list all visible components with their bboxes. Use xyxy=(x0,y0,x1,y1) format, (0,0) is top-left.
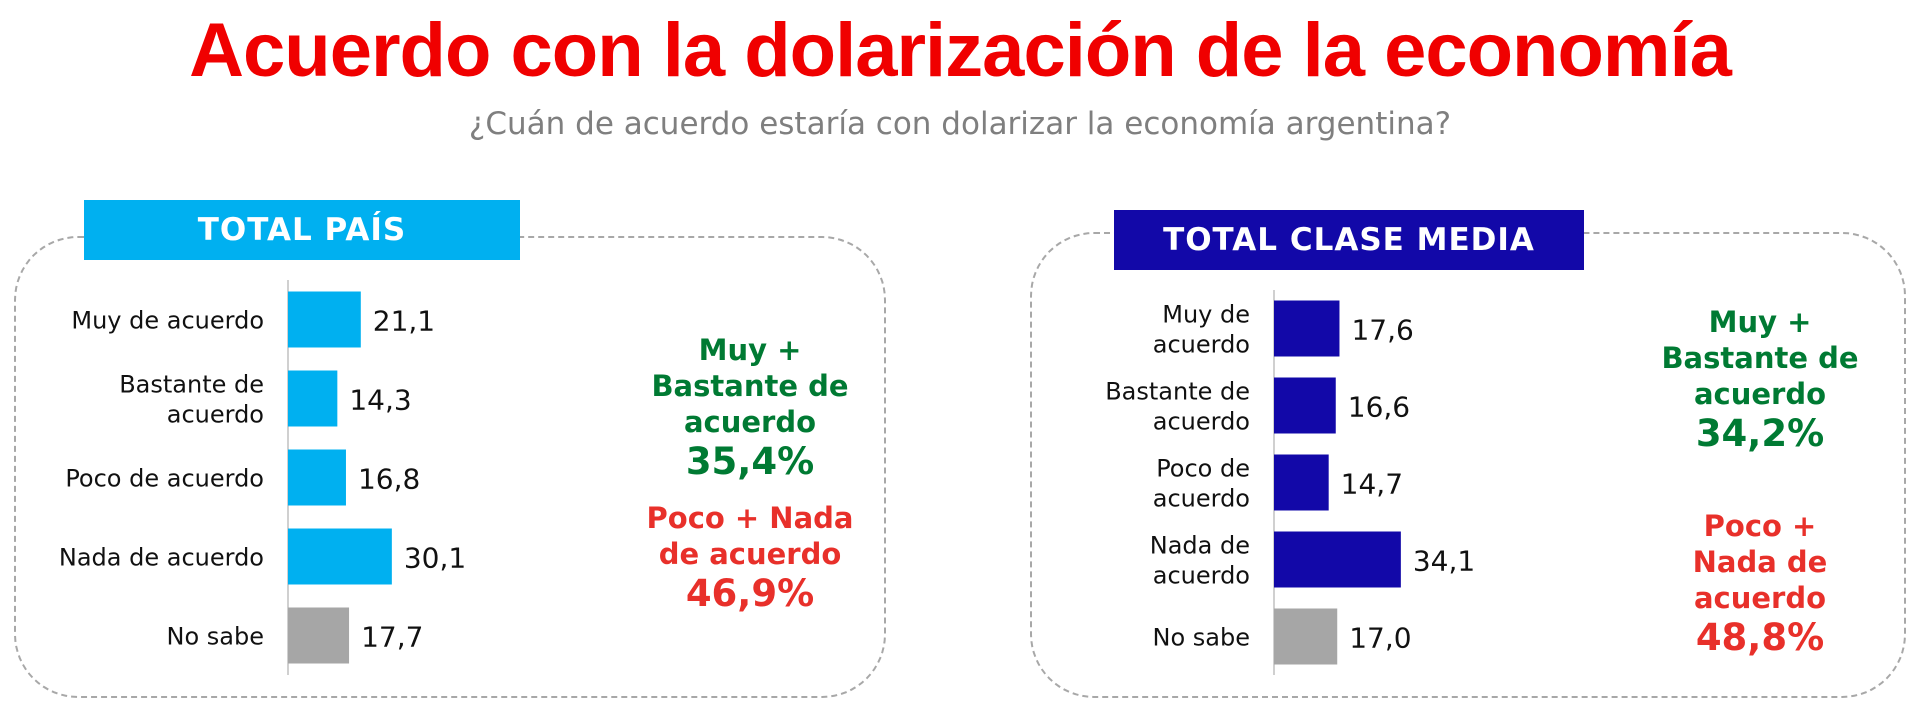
category-label: Bastante de acuerdo xyxy=(119,371,264,429)
category-label: Poco de acuerdo xyxy=(1153,455,1250,513)
clase-media-header: TOTAL CLASE MEDIA xyxy=(1114,210,1584,270)
data-label: 21,1 xyxy=(373,305,435,338)
category-label: Nada de acuerdo xyxy=(1150,532,1250,590)
disagree-value: 46,9% xyxy=(685,572,815,615)
bar xyxy=(288,291,361,348)
agree-value: 34,2% xyxy=(1695,412,1825,455)
total-pais-agree-summary: Muy + Bastante de acuerdo 35,4% xyxy=(630,332,870,484)
bar xyxy=(1274,377,1336,434)
data-label: 17,0 xyxy=(1349,622,1411,655)
data-label: 14,3 xyxy=(349,384,411,417)
category-label: Poco de acuerdo xyxy=(65,465,264,493)
clase-media-agree-summary: Muy + Bastante de acuerdo 34,2% xyxy=(1640,304,1880,456)
bar xyxy=(288,528,392,585)
bar xyxy=(288,449,346,506)
category-label: No sabe xyxy=(167,623,264,651)
agree-value: 35,4% xyxy=(685,440,815,483)
page-subtitle: ¿Cuán de acuerdo estaría con dolarizar l… xyxy=(468,106,1452,142)
total-pais-chart: Muy de acuerdo 21,1 Bastante de acuerdo 14,3… xyxy=(59,280,466,675)
disagree-label: Poco + Nada de acuerdo xyxy=(646,501,854,571)
category-label: Muy de acuerdo xyxy=(1153,301,1250,359)
bar xyxy=(1274,608,1338,665)
disagree-value: 48,8% xyxy=(1695,616,1825,659)
bar xyxy=(1274,300,1340,357)
category-label: No sabe xyxy=(1153,624,1250,652)
data-label: 16,6 xyxy=(1348,391,1410,424)
page-title: Acuerdo con la dolarización de la econom… xyxy=(189,8,1732,93)
bar xyxy=(288,370,338,427)
clase-media-chart: Muy de acuerdo 17,6 Bastante de acuerdo 16,6 P… xyxy=(1105,290,1475,675)
bar xyxy=(1274,531,1401,588)
clase-media-disagree-summary: Poco + Nada de acuerdo 48,8% xyxy=(1640,508,1880,660)
category-label: Nada de acuerdo xyxy=(59,544,264,572)
disagree-label: Poco + Nada de acuerdo xyxy=(1692,509,1828,615)
category-label: Bastante de acuerdo xyxy=(1105,378,1250,436)
bar xyxy=(1274,454,1329,511)
data-label: 34,1 xyxy=(1413,545,1475,578)
agree-label: Muy + Bastante de acuerdo xyxy=(1661,305,1859,411)
bar xyxy=(288,607,350,664)
category-label: Muy de acuerdo xyxy=(71,307,264,335)
total-pais-disagree-summary: Poco + Nada de acuerdo 46,9% xyxy=(620,500,880,616)
agree-label: Muy + Bastante de acuerdo xyxy=(651,333,849,439)
data-label: 17,7 xyxy=(361,621,423,654)
total-pais-header: TOTAL PAÍS xyxy=(84,200,520,260)
data-label: 17,6 xyxy=(1351,314,1413,347)
data-label: 14,7 xyxy=(1341,468,1403,501)
data-label: 16,8 xyxy=(358,463,420,496)
data-label: 30,1 xyxy=(404,542,466,575)
